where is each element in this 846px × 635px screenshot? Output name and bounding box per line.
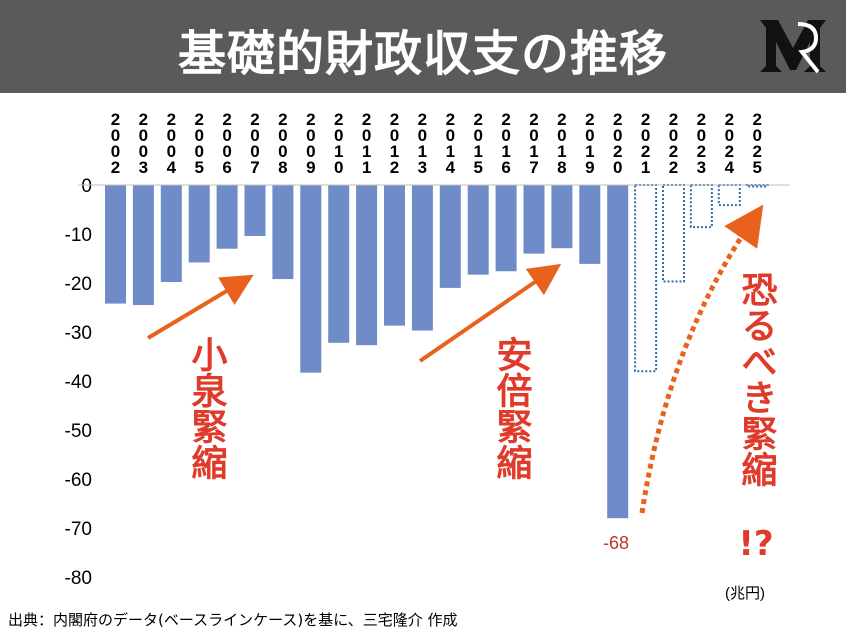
unit-label: (兆円) xyxy=(725,585,765,602)
y-tick-label: -20 xyxy=(65,274,92,295)
chart-title: 基礎的財政収支の推移 xyxy=(177,26,668,82)
min-value-label: -68 xyxy=(603,533,629,553)
bar xyxy=(132,185,154,306)
bar xyxy=(411,185,433,331)
abe-arrow xyxy=(418,263,562,363)
future-annotation: 恐るべき緊縮 xyxy=(736,271,778,487)
projected-bar xyxy=(745,184,769,188)
bar xyxy=(244,185,266,236)
mr-monogram-icon xyxy=(760,20,826,74)
y-tick-label: -60 xyxy=(65,470,92,491)
projected-bar xyxy=(634,184,658,373)
koizumi-annotation: 小泉緊縮 xyxy=(186,336,228,480)
y-tick-label: -30 xyxy=(65,323,92,344)
abe-annotation: 安倍緊縮 xyxy=(491,336,533,480)
source-note: 出典：内閣府のデータ(ベースラインケース)を基に、三宅隆介 作成 xyxy=(8,611,458,629)
y-axis-ticks: 0 -10 -20 -30 -40 -50 -60 -70 -80 xyxy=(65,176,92,589)
bar xyxy=(551,185,573,249)
projected-bar xyxy=(717,184,741,207)
bar xyxy=(356,185,378,346)
future-arrow xyxy=(639,204,764,514)
bar xyxy=(300,185,322,373)
y-tick-label: -70 xyxy=(65,519,92,540)
koizumi-arrow xyxy=(146,274,254,340)
y-tick-label: -40 xyxy=(65,372,92,393)
bar xyxy=(495,185,517,272)
bar xyxy=(439,185,461,288)
y-tick-label: 0 xyxy=(81,176,92,197)
bar xyxy=(579,185,601,264)
bar xyxy=(216,185,238,249)
projected-bar xyxy=(689,184,713,229)
bar xyxy=(607,185,629,519)
x-axis-labels: 2 0 0 2 2 0 0 3 2 0 0 4 2 0 0 5 2 0 0 6 2 0 0 7 2 0 0 8 2 0 0 9 2 0 1 0 2 0 1 1… xyxy=(111,110,762,177)
bar-series xyxy=(105,184,769,519)
bar-chart: 0-10-20-30-40-50-60-70-80 2 0 0 22 0 0 32 0 0 42 0… xyxy=(65,110,790,602)
projected-bar xyxy=(662,184,685,283)
bar xyxy=(523,185,545,254)
bar xyxy=(384,185,405,326)
y-tick-label: -80 xyxy=(65,568,92,589)
bar xyxy=(328,185,350,343)
y-tick-label: -10 xyxy=(65,225,92,246)
y-tick-label: -50 xyxy=(65,421,92,442)
bar xyxy=(160,185,182,283)
future-mark: !? xyxy=(738,524,773,564)
bar xyxy=(467,185,489,275)
bar xyxy=(188,185,210,263)
title-bar: 基礎的財政収支の推移 xyxy=(0,0,846,93)
bar xyxy=(105,185,126,304)
bar xyxy=(272,185,294,280)
